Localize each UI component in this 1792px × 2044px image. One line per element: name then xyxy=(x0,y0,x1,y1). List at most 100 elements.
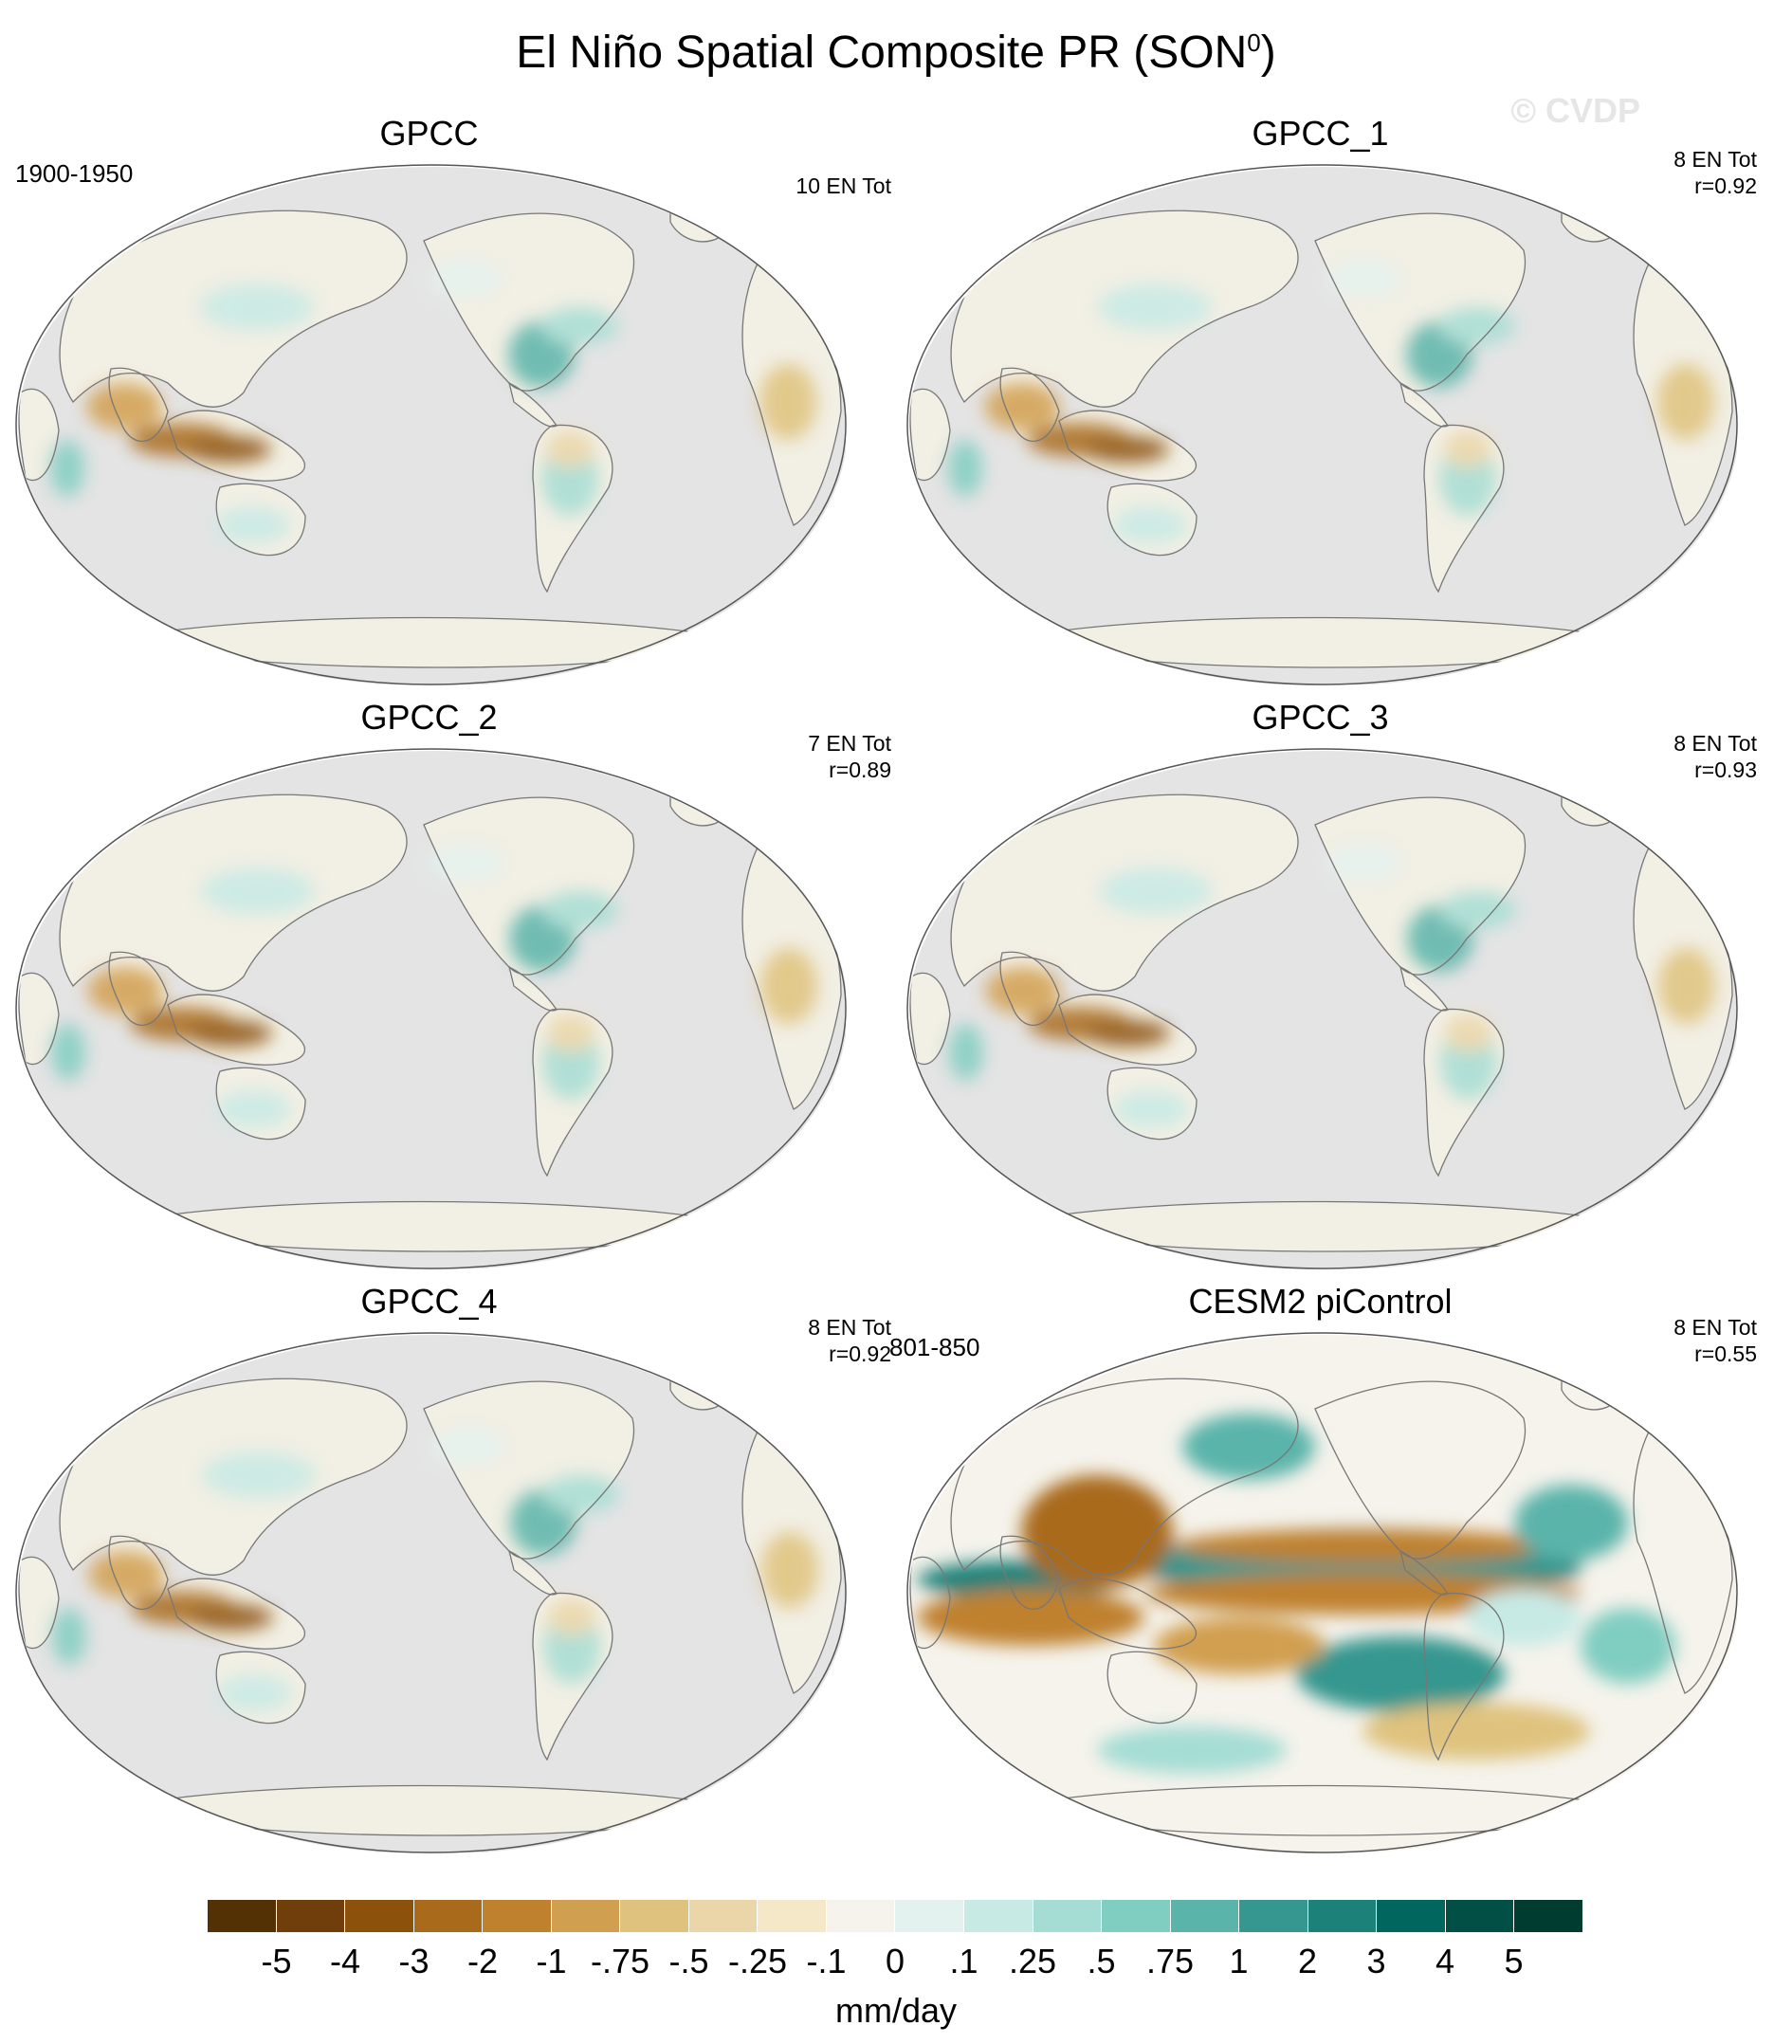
anomaly-patch xyxy=(541,307,617,345)
anomaly-patch xyxy=(430,1428,505,1466)
coastline xyxy=(1106,1651,1198,1725)
anomaly-patch xyxy=(1112,506,1188,544)
land-area xyxy=(18,389,59,481)
pattern-correlation: r=0.55 xyxy=(1694,1341,1757,1366)
figure-title: El Niño Spatial Composite PR (SON0) xyxy=(0,27,1792,79)
anomaly-patch xyxy=(546,430,594,468)
colorbar-swatch xyxy=(1307,1900,1378,1932)
map-border xyxy=(15,748,847,1269)
anomaly-patch xyxy=(214,506,290,544)
event-count: 7 EN Tot xyxy=(808,731,891,756)
land-area xyxy=(1400,383,1448,427)
land-area xyxy=(120,1785,737,1835)
anomaly-patch xyxy=(949,1024,983,1081)
anomaly-patch xyxy=(215,1090,291,1128)
pattern-correlation: r=0.93 xyxy=(1694,757,1757,782)
coastline xyxy=(18,972,60,1066)
robinson-map xyxy=(906,164,1738,685)
colorbar-swatch xyxy=(208,1900,277,1932)
robinson-map xyxy=(15,1332,847,1853)
anomaly-patch xyxy=(547,1014,594,1052)
panel-years: 1900-1950 xyxy=(15,159,134,188)
coastline xyxy=(215,1651,306,1725)
map-border xyxy=(906,748,1738,1269)
title-superscript: 0 xyxy=(1247,28,1261,57)
coastline xyxy=(1314,212,1527,392)
coastline xyxy=(909,1556,951,1650)
anomaly-patch xyxy=(187,1020,272,1047)
land-area xyxy=(424,797,634,976)
coastline xyxy=(167,994,305,1066)
event-count: 8 EN Tot xyxy=(1673,147,1757,172)
coastline xyxy=(909,972,951,1066)
anomaly-patch xyxy=(1326,260,1401,298)
anomaly-patch xyxy=(984,383,1060,430)
coastline xyxy=(1106,483,1198,557)
anomaly-patch xyxy=(1445,1014,1492,1052)
coastline xyxy=(1106,1067,1198,1141)
coastline xyxy=(167,1578,305,1650)
map-panel: GPCC_1 8 EN Tot r=0.92 xyxy=(891,114,1757,692)
colorbar-swatch xyxy=(688,1900,759,1932)
colorbar-swatch xyxy=(1445,1900,1515,1932)
map-border xyxy=(906,164,1738,685)
anomaly-patch xyxy=(542,891,618,929)
panel-title: GPCC_4 xyxy=(360,1282,498,1321)
anomaly-patch xyxy=(985,967,1061,1014)
anomaly-patch xyxy=(86,383,162,430)
colorbar-swatch xyxy=(483,1900,552,1932)
colorbar-tick-label: 3 xyxy=(1366,1942,1386,1980)
coastline xyxy=(1423,1008,1505,1177)
coastline xyxy=(423,212,635,392)
anomaly-patch xyxy=(1440,891,1516,929)
colorbar-tick-label: .1 xyxy=(949,1942,978,1980)
coastline xyxy=(1058,1578,1197,1650)
anomaly-patch xyxy=(1657,364,1714,440)
panel-title: CESM2 piControl xyxy=(1188,1282,1453,1321)
anomaly-patch xyxy=(1658,948,1715,1024)
anomaly-patch xyxy=(548,1598,595,1636)
anomaly-patch xyxy=(1085,1020,1170,1047)
land-area xyxy=(909,973,950,1065)
anomaly-patch xyxy=(761,1532,818,1608)
anomaly-patch xyxy=(1099,867,1213,915)
anomaly-patch xyxy=(1154,1617,1325,1674)
panel-event-stats: 7 EN Tot r=0.89 xyxy=(808,730,891,783)
coastline xyxy=(18,388,60,482)
map-border xyxy=(15,164,847,685)
event-count: 10 EN Tot xyxy=(795,173,891,198)
coastline xyxy=(167,410,305,482)
anomaly-patch xyxy=(1084,436,1169,463)
colorbar-swatch xyxy=(826,1900,896,1932)
anomaly-patch xyxy=(543,1475,619,1513)
colorbar xyxy=(208,1900,1582,1932)
colorbar-swatch xyxy=(1102,1900,1171,1932)
anomaly-patch xyxy=(1182,1414,1315,1480)
anomaly-patch xyxy=(1326,844,1402,882)
anomaly-patch xyxy=(200,283,314,331)
anomaly-patch xyxy=(87,967,163,1014)
coastline xyxy=(1314,796,1527,976)
anomaly-patch xyxy=(948,440,982,497)
anomaly-patch xyxy=(1144,1573,1581,1615)
coastline xyxy=(909,388,951,482)
coastline xyxy=(950,794,1299,992)
anomaly-patch xyxy=(1097,1726,1287,1774)
pattern-correlation: r=0.89 xyxy=(829,757,891,782)
colorbar-swatch xyxy=(1170,1900,1240,1932)
colorbar-tick-label: 5 xyxy=(1504,1942,1524,1980)
panel-title: GPCC_3 xyxy=(1252,698,1389,737)
anomaly-patch xyxy=(1514,1485,1628,1560)
land-area xyxy=(424,213,634,392)
coastline xyxy=(59,794,408,992)
map-panel: GPCC_3 8 EN Tot r=0.93 xyxy=(891,698,1757,1276)
anomaly-patch xyxy=(917,1589,1144,1646)
colorbar-swatch xyxy=(758,1900,827,1932)
land-area xyxy=(509,1551,557,1595)
anomaly-patch xyxy=(88,1551,164,1598)
panel-title: GPCC xyxy=(379,114,479,153)
anomaly-patch xyxy=(216,1674,292,1712)
colorbar-tick-label: -4 xyxy=(329,1942,360,1980)
coastline xyxy=(999,1535,1060,1611)
title-close: ) xyxy=(1260,27,1276,78)
